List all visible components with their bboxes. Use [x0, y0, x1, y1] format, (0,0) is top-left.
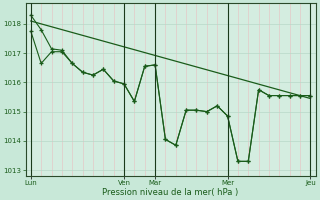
X-axis label: Pression niveau de la mer( hPa ): Pression niveau de la mer( hPa ) [102, 188, 239, 197]
